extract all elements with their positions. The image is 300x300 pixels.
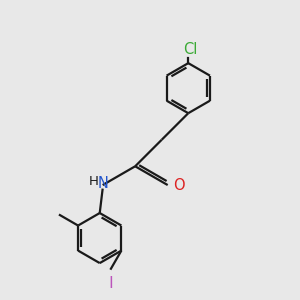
Text: O: O <box>173 178 184 193</box>
Text: Cl: Cl <box>183 42 198 57</box>
Text: I: I <box>108 276 113 291</box>
Text: N: N <box>98 176 109 191</box>
Text: H: H <box>89 175 99 188</box>
